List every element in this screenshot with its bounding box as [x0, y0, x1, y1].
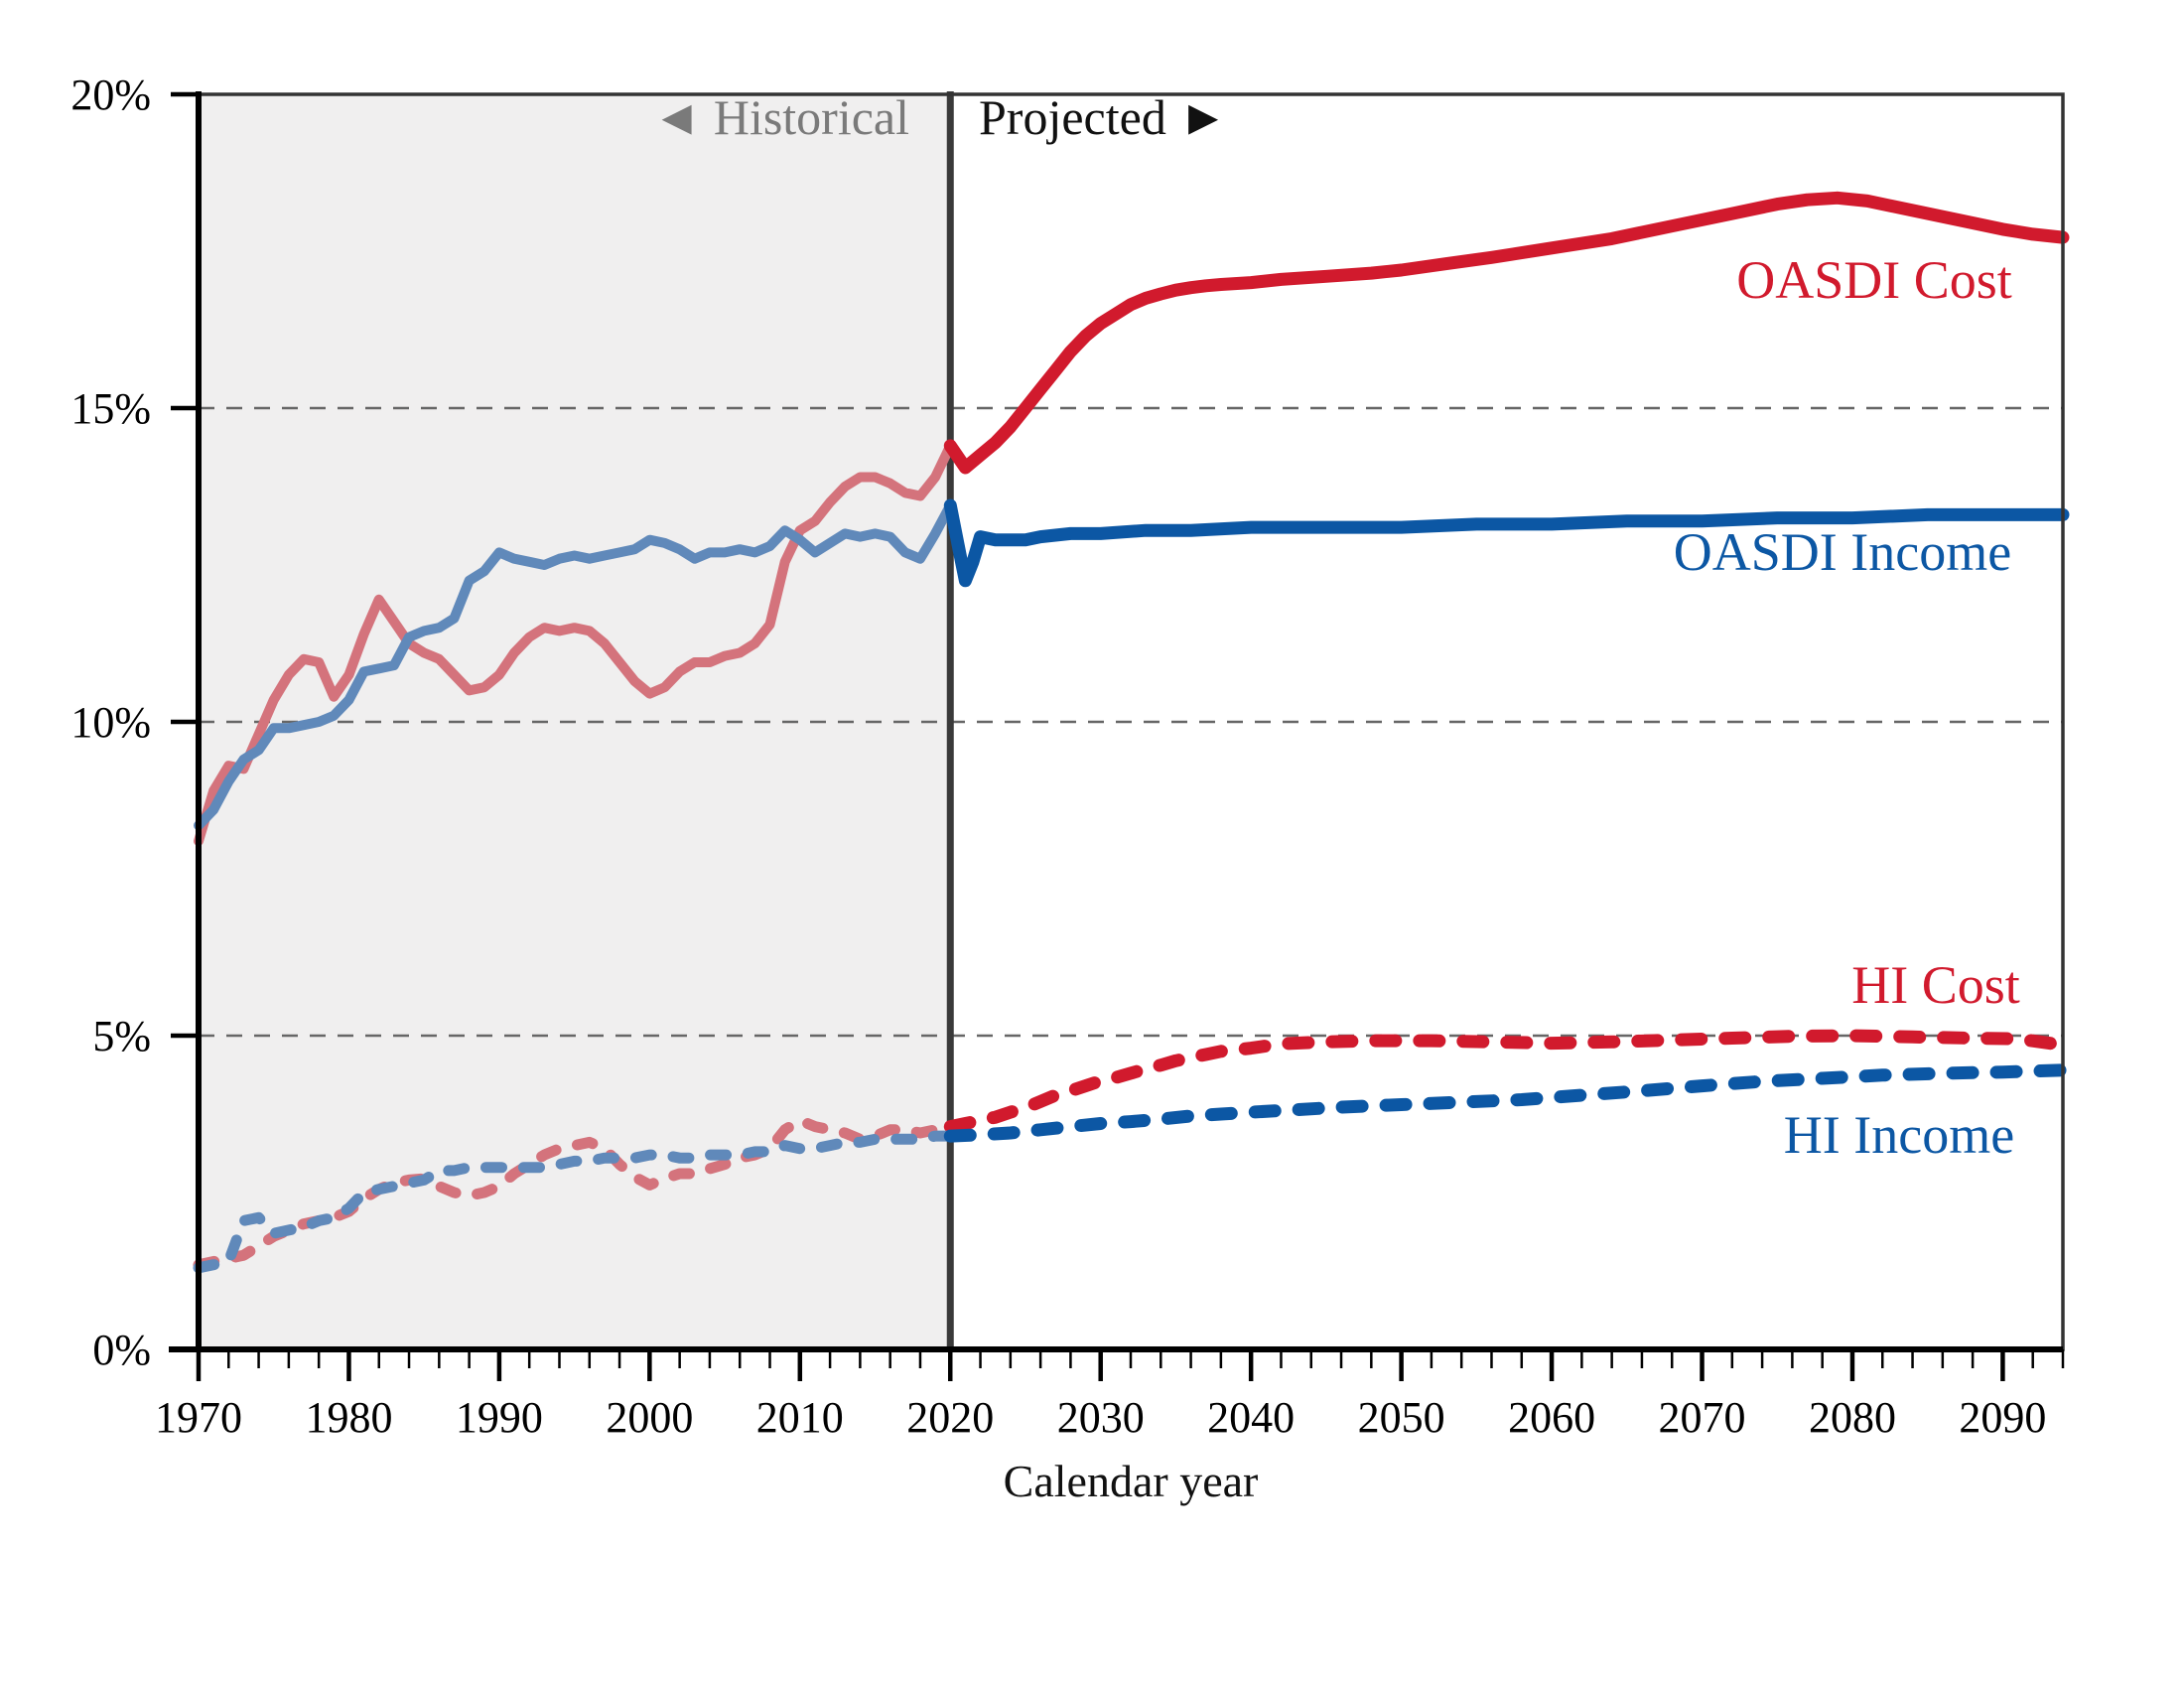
series-line-projected-hi-cost [943, 1029, 2070, 1134]
series-label-oasdi-income: OASDI Income [1673, 522, 2012, 582]
series-line-historical-hi-income [193, 1130, 956, 1274]
y-tick-label-20%: 20% [70, 70, 151, 119]
x-tick-label-2040: 2040 [1207, 1393, 1295, 1442]
series-line-projected-oasdi-income [943, 498, 2070, 588]
series-line-historical-oasdi-cost [194, 440, 956, 847]
series-line-projected-oasdi-cost [943, 191, 2070, 475]
x-tick-label-2020: 2020 [906, 1393, 994, 1442]
series-line-historical-oasdi-income [194, 500, 956, 831]
projected-region-label: Projected ► [979, 89, 1228, 145]
x-tick-label-2030: 2030 [1057, 1393, 1145, 1442]
historical-region-label: ◄ Historical [651, 89, 909, 145]
y-tick-label-10%: 10% [70, 698, 151, 747]
x-tick-label-2080: 2080 [1809, 1393, 1896, 1442]
x-tick-label-1980: 1980 [305, 1393, 392, 1442]
series-line-historical-hi-cost [193, 1114, 956, 1271]
x-tick-label-2060: 2060 [1508, 1393, 1595, 1442]
series-label-hi-income: HI Income [1783, 1105, 2015, 1165]
series-label-hi-cost: HI Cost [1851, 955, 2020, 1015]
x-axis-title: Calendar year [1003, 1456, 1259, 1506]
x-tick-label-2000: 2000 [606, 1393, 693, 1442]
x-tick-label-2090: 2090 [1959, 1393, 2046, 1442]
x-tick-label-1990: 1990 [456, 1393, 543, 1442]
x-tick-label-2050: 2050 [1358, 1393, 1445, 1442]
x-tick-label-2070: 2070 [1659, 1393, 1746, 1442]
x-tick-label-1970: 1970 [155, 1393, 242, 1442]
series-line-projected-hi-income [943, 1063, 2070, 1143]
x-tick-label-2010: 2010 [756, 1393, 844, 1442]
series-label-oasdi-cost: OASDI Cost [1736, 250, 2012, 310]
y-tick-label-5%: 5% [92, 1012, 151, 1060]
y-tick-label-0%: 0% [92, 1326, 151, 1374]
y-tick-label-15%: 15% [70, 384, 151, 433]
